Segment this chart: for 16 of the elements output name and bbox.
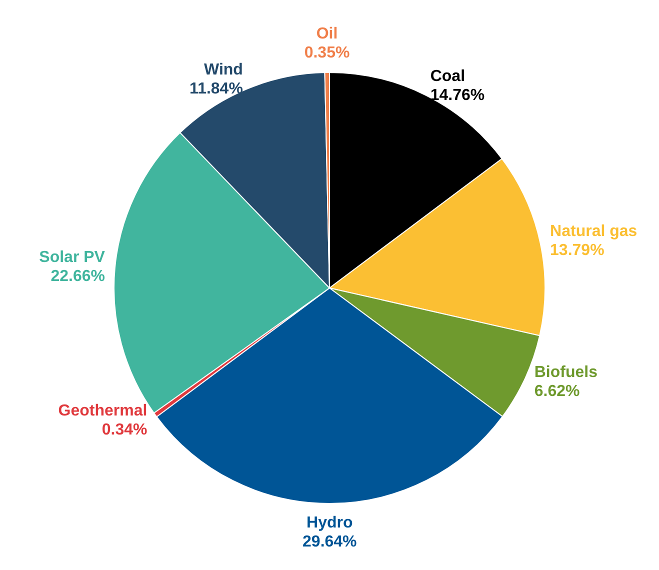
slice-label: Natural gas	[550, 222, 638, 240]
data-label: 6.62%	[534, 383, 580, 400]
data-label: 0.34%	[102, 422, 148, 439]
data-label: 0.35%	[304, 44, 350, 62]
slice-label: Biofuels	[534, 364, 598, 382]
slice-label: Hydro	[306, 514, 353, 532]
slice-label: Oil	[316, 25, 338, 42]
slice-label: Solar PV	[39, 248, 106, 266]
data-label: 22.66%	[50, 268, 105, 285]
data-label: 11.84%	[190, 80, 243, 98]
slice-label: Wind	[204, 62, 243, 79]
data-label: 14.76%	[430, 87, 485, 104]
slice-label: Coal	[430, 68, 466, 86]
data-label: 29.64%	[302, 533, 357, 550]
slice-label: Geothermal	[58, 402, 148, 420]
data-label: 13.79%	[550, 242, 604, 259]
